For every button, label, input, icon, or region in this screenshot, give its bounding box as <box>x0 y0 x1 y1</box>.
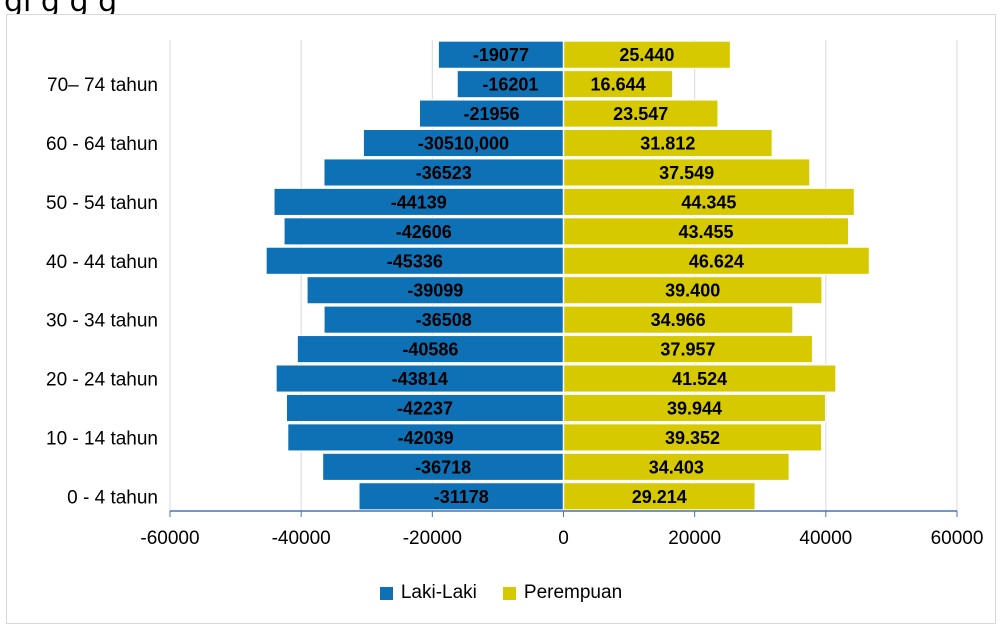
bar-laki-laki <box>322 452 565 481</box>
x-tick-label: -60000 <box>140 528 199 549</box>
bar-laki-laki <box>285 393 564 423</box>
data-label-perempuan: 43.455 <box>678 222 733 242</box>
legend-item-perempuan: Perempuan <box>502 582 623 604</box>
legend-label-laki-laki: Laki-Laki <box>400 582 477 603</box>
data-label-perempuan: 41.524 <box>672 369 727 389</box>
data-label-perempuan: 39.400 <box>665 281 720 301</box>
data-label-perempuan: 34.403 <box>649 457 704 477</box>
bar-perempuan <box>563 393 826 423</box>
data-label-laki-laki: -40586 <box>402 340 458 360</box>
bar-perempuan <box>563 482 756 511</box>
data-label-perempuan: 29.214 <box>632 487 687 507</box>
data-label-laki-laki: -16201 <box>482 75 538 95</box>
data-label-perempuan: 16.644 <box>591 75 646 95</box>
data-label-perempuan: 23.547 <box>613 104 668 124</box>
category-label: 20 - 24 tahun <box>46 370 158 391</box>
data-label-perempuan: 34.966 <box>651 310 706 330</box>
legend: Laki-Laki Perempuan <box>0 582 1002 604</box>
bar-perempuan <box>563 423 823 452</box>
bar-laki-laki <box>456 70 564 99</box>
bar-perempuan <box>563 452 790 481</box>
x-tick-label: 60000 <box>931 528 984 549</box>
data-label-laki-laki: -42606 <box>396 222 452 242</box>
bar-perempuan <box>563 217 849 246</box>
data-label-perempuan: 37.957 <box>660 340 715 360</box>
x-tick-label: 0 <box>558 528 569 549</box>
data-label-perempuan: 31.812 <box>640 134 695 154</box>
bar-perempuan <box>563 276 823 305</box>
data-label-laki-laki: -19077 <box>473 45 529 65</box>
bar-perempuan <box>563 187 855 216</box>
data-label-laki-laki: -30510,000 <box>418 134 509 154</box>
data-label-laki-laki: -42039 <box>398 428 454 448</box>
bar-laki-laki <box>306 276 564 305</box>
x-tick-label: 20000 <box>668 528 721 549</box>
bar-laki-laki <box>275 364 564 393</box>
x-tick-label: -20000 <box>403 528 462 549</box>
bar-perempuan <box>563 99 719 128</box>
category-label: 40 - 44 tahun <box>46 252 158 273</box>
data-label-laki-laki: -45336 <box>387 251 443 271</box>
bar-laki-laki <box>323 305 564 334</box>
bar-laki-laki <box>273 187 564 216</box>
data-label-laki-laki: -21956 <box>463 104 519 124</box>
data-label-laki-laki: -36508 <box>416 310 472 330</box>
data-label-perempuan: 37.549 <box>659 163 714 183</box>
category-label: 0 - 4 tahun <box>67 487 158 508</box>
bars <box>265 40 870 511</box>
x-tick-label: 40000 <box>799 528 852 549</box>
bar-laki-laki <box>437 40 565 69</box>
data-label-perempuan: 46.624 <box>689 251 744 271</box>
bar-laki-laki <box>296 335 564 364</box>
bar-perempuan <box>563 305 794 334</box>
data-label-laki-laki: -44139 <box>391 192 447 212</box>
data-label-laki-laki: -39099 <box>407 281 463 301</box>
data-label-perempuan: 25.440 <box>619 45 674 65</box>
legend-label-perempuan: Perempuan <box>523 582 623 603</box>
category-label: 70– 74 tahun <box>47 75 158 96</box>
category-label: 30 - 34 tahun <box>46 311 158 332</box>
data-label-laki-laki: -36718 <box>415 457 471 477</box>
data-label-perempuan: 44.345 <box>681 192 736 212</box>
bar-laki-laki <box>265 246 564 275</box>
bar-laki-laki <box>287 423 564 452</box>
legend-item-laki-laki: Laki-Laki <box>379 582 477 604</box>
data-label-laki-laki: -36523 <box>416 163 472 183</box>
category-label: 10 - 14 tahun <box>46 428 158 449</box>
x-tick-label: -40000 <box>272 528 331 549</box>
x-axis: -60000 -40000 -20000 0 20000 40000 60000 <box>140 510 984 549</box>
bar-perempuan <box>563 335 813 364</box>
bar-perempuan <box>563 158 811 187</box>
legend-swatch-laki-laki <box>379 586 393 600</box>
bar-perempuan <box>563 364 837 393</box>
data-label-perempuan: 39.944 <box>667 398 722 418</box>
bar-laki-laki <box>358 482 565 511</box>
data-label-perempuan: 39.352 <box>665 428 720 448</box>
category-label: 50 - 54 tahun <box>46 193 158 214</box>
category-labels: 0 - 4 tahun 10 - 14 tahun 20 - 24 tahun 30 … <box>46 75 158 508</box>
category-label: 60 - 64 tahun <box>46 134 158 155</box>
data-label-laki-laki: -31178 <box>434 487 489 507</box>
bar-laki-laki <box>419 99 564 128</box>
data-label-laki-laki: -42237 <box>397 398 453 418</box>
data-labels: -31178 29.214 -36718 34.403 -42039 39.352 -422… <box>387 45 744 507</box>
legend-swatch-perempuan <box>502 586 516 600</box>
data-label-laki-laki: -43814 <box>392 369 448 389</box>
